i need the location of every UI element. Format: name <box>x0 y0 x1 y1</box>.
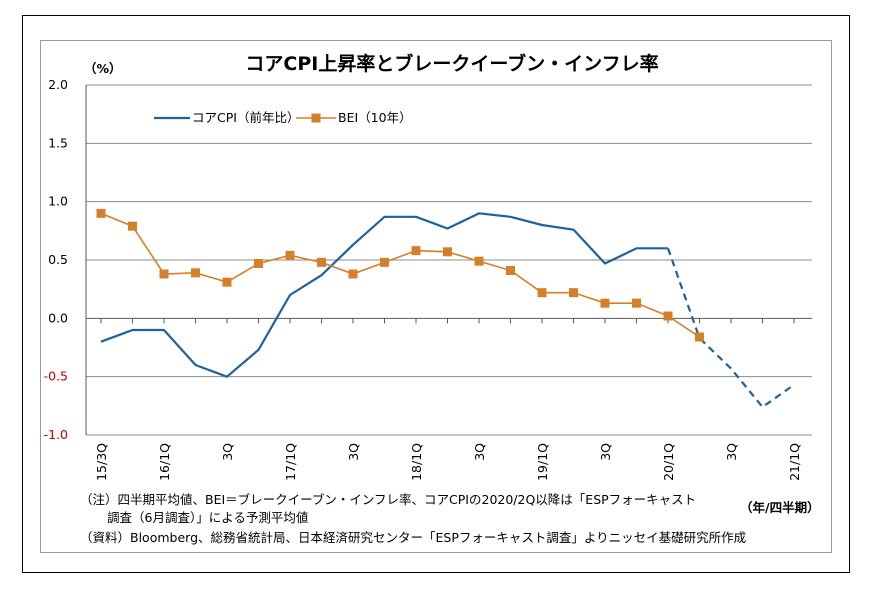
y-tick-label: 1.5 <box>48 135 68 150</box>
bei-marker <box>600 298 610 308</box>
x-tick-label: 17/1Q <box>283 443 298 481</box>
bei-marker <box>506 266 515 275</box>
core-cpi-line <box>100 212 668 378</box>
bei-marker <box>348 269 358 279</box>
x-tick-label: 3Q <box>346 443 361 461</box>
x-tick-label: 3Q <box>472 443 487 461</box>
bei-marker <box>191 268 200 278</box>
y-unit-label: （%） <box>84 61 122 76</box>
bei-marker <box>632 298 641 308</box>
y-tick-label: 2.0 <box>48 77 68 92</box>
bei-marker <box>380 257 389 267</box>
y-tick-label: -0.5 <box>44 369 68 384</box>
bei-marker <box>695 332 704 342</box>
legend-bei-marker <box>311 113 321 123</box>
legend-bei-label: BEI（10年） <box>338 110 412 125</box>
x-tick-label: 18/1Q <box>409 443 424 481</box>
grid-lines <box>86 84 812 436</box>
y-tick-label: 1.0 <box>48 194 68 209</box>
x-tick-label: 16/1Q <box>157 443 172 481</box>
y-tick-label: 0.5 <box>48 252 68 267</box>
axes: 2.0 1.5 1.0 0.5 0.0 -0.5 -1.0 15/3Q 16/1Q 3Q 17/1Q… <box>44 77 812 481</box>
bei-marker <box>569 288 578 298</box>
bei-marker <box>285 250 295 260</box>
bei-marker <box>474 256 484 266</box>
y-tick-label: 0.0 <box>48 310 68 325</box>
x-tick-label: 21/1Q <box>787 443 802 481</box>
chart-title: コアCPI上昇率とブレークイーブン・インフレ率 <box>245 52 658 75</box>
chart-inner-frame <box>40 40 832 553</box>
bei-marker <box>443 247 452 257</box>
source-note: （資料）Bloomberg、総務省統計局、日本経済研究センター「ESPフォーキャ… <box>80 530 747 545</box>
bei-marker <box>411 246 421 256</box>
bei-marker <box>96 208 106 218</box>
x-tick-label: 3Q <box>724 443 739 461</box>
x-tick-label: 20/1Q <box>661 443 676 481</box>
chart-outer-frame <box>22 15 850 573</box>
bei-marker <box>128 221 137 231</box>
x-tick-label: 15/3Q <box>94 443 109 481</box>
bei-marker <box>663 311 673 321</box>
x-unit-label: （年/四半期） <box>740 500 820 515</box>
y-tick-label: -1.0 <box>44 427 68 442</box>
x-tick-label: 3Q <box>220 443 235 461</box>
legend-core-cpi-label: コアCPI（前年比） <box>192 110 299 125</box>
x-tick-label: 19/1Q <box>535 443 550 481</box>
series-lines <box>96 208 795 409</box>
bei-marker <box>537 288 547 298</box>
core-cpi-forecast-line <box>666 247 795 409</box>
footnote-line-1: （注）四半期平均値、BEI＝ブレークイーブン・インフレ率、コアCPIの2020/… <box>80 492 697 507</box>
bei-marker <box>317 257 326 267</box>
legend: コアCPI（前年比） BEI（10年） <box>154 110 412 125</box>
bei-line <box>100 212 700 338</box>
x-tick-label: 3Q <box>598 443 613 461</box>
footnote-line-2: 調査（6月調査）」による予測平均値 <box>107 510 309 525</box>
bei-marker <box>254 259 263 268</box>
bei-marker <box>159 269 169 279</box>
bei-marker <box>222 277 232 287</box>
